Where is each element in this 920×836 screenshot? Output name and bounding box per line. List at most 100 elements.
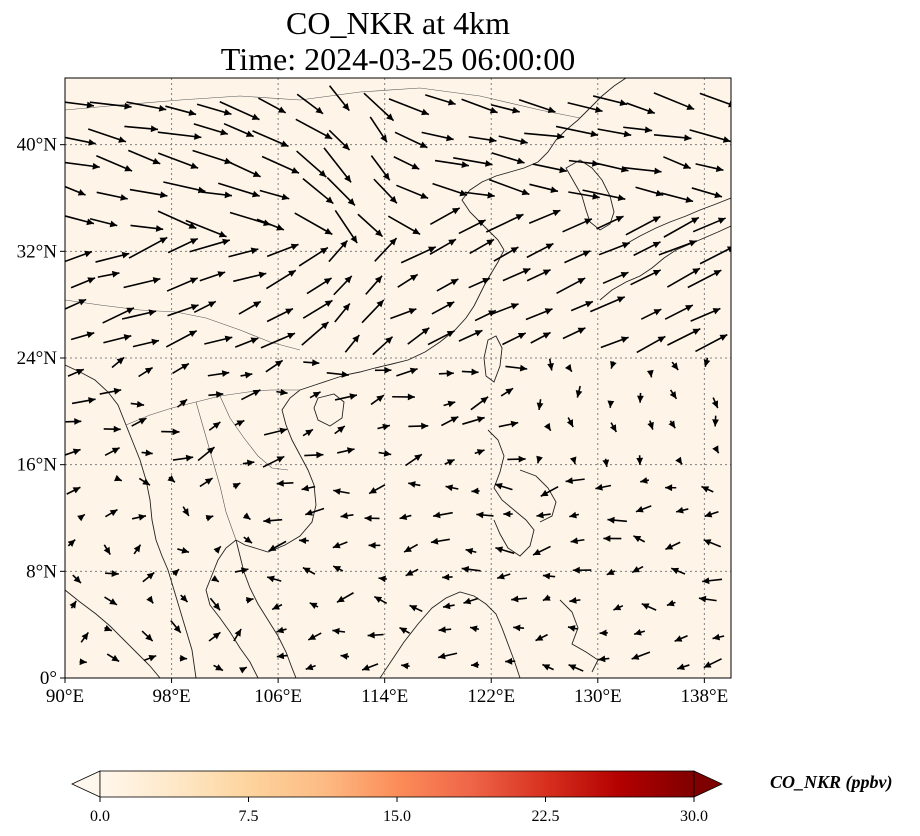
wind-arrow <box>103 334 132 344</box>
wind-arrow <box>664 304 694 320</box>
lat-tick-label: 16°N <box>17 455 58 476</box>
wind-arrow <box>427 330 455 346</box>
wind-arrow <box>625 215 661 236</box>
wind-arrow <box>453 157 493 167</box>
wind-arrow <box>535 633 548 642</box>
wind-arrow <box>252 130 289 148</box>
lat-tick-label: 8°N <box>26 561 57 582</box>
wind-arrow <box>130 224 164 232</box>
wind-arrow <box>106 653 120 663</box>
wind-arrow <box>172 454 194 462</box>
wind-arrow <box>653 133 692 142</box>
wind-arrow <box>470 396 489 411</box>
wind-arrow <box>157 152 199 169</box>
wind-arrow <box>518 98 556 113</box>
wind-arrow <box>131 417 147 427</box>
wind-arrow <box>505 364 528 372</box>
wind-arrow <box>364 514 380 522</box>
wind-arrow <box>304 451 324 459</box>
wind-arrow <box>687 269 722 289</box>
wind-arrow <box>239 666 248 674</box>
wind-arrow <box>568 664 584 672</box>
wind-arrow <box>323 147 352 183</box>
wind-arrow <box>670 567 686 575</box>
wind-arrow <box>674 634 688 643</box>
wind-arrow <box>712 633 725 641</box>
wind-arrow <box>536 511 551 519</box>
wind-arrow <box>485 213 524 233</box>
wind-arrow <box>599 629 608 637</box>
wind-arrow <box>177 547 190 554</box>
wind-arrow <box>328 85 350 112</box>
wind-arrow <box>596 215 624 230</box>
wind-arrow <box>671 361 679 371</box>
lon-tick-label: 90°E <box>46 686 84 707</box>
wind-arrow <box>675 506 689 514</box>
wind-arrow <box>127 149 161 165</box>
wind-arrow <box>185 219 227 238</box>
wind-arrow <box>458 219 486 235</box>
wind-arrow <box>176 398 188 408</box>
wind-arrow <box>276 652 288 660</box>
wind-arrow <box>77 513 86 522</box>
wind-arrow <box>171 568 180 577</box>
wind-arrow <box>326 177 356 207</box>
wind-arrow <box>495 546 515 555</box>
wind-arrow <box>494 483 513 491</box>
wind-arrow <box>526 268 551 282</box>
wind-arrow <box>228 247 259 258</box>
wind-arrow <box>199 477 214 488</box>
colorbar-label: CO_NKR (ppbv) <box>770 772 893 793</box>
wind-arrow <box>334 393 358 401</box>
wind-arrow <box>570 300 594 312</box>
wind-arrow <box>564 363 573 373</box>
wind-arrow <box>243 536 253 544</box>
wind-arrow <box>363 92 395 122</box>
map-title-time: Time: 2024-03-25 06:00:00 <box>220 41 576 77</box>
wind-arrow <box>242 512 251 521</box>
wind-arrow <box>294 212 333 236</box>
wind-arrow <box>566 417 574 428</box>
wind-arrow <box>65 298 87 310</box>
wind-arrow <box>568 191 600 200</box>
wind-arrow <box>699 246 731 265</box>
wind-arrow <box>167 304 199 317</box>
wind-arrow <box>334 425 346 435</box>
wind-arrow <box>258 97 287 114</box>
wind-arrow <box>328 129 351 151</box>
wind-arrow <box>668 420 676 429</box>
wind-arrow <box>711 397 719 409</box>
wind-arrow <box>469 625 480 633</box>
lon-tick-label: 122°E <box>467 686 515 707</box>
wind-arrow <box>408 422 429 430</box>
wind-arrow <box>340 512 354 520</box>
wind-arrow <box>373 595 388 605</box>
wind-arrow <box>532 163 567 174</box>
wind-arrow <box>128 236 168 259</box>
colorbar-tick-label: 0.0 <box>90 808 110 825</box>
wind-arrow <box>704 510 719 518</box>
wind-arrow <box>370 394 385 406</box>
wind-arrow <box>142 571 155 583</box>
wind-arrow <box>408 481 421 488</box>
lat-tick-label: 24°N <box>17 348 58 369</box>
wind-arrow <box>607 400 615 408</box>
wind-arrow <box>429 207 461 225</box>
wind-arrow <box>429 238 457 255</box>
wind-arrow <box>660 192 694 203</box>
wind-arrow <box>336 592 354 603</box>
wind-arrow <box>461 98 498 114</box>
wind-arrow <box>238 300 262 315</box>
wind-arrow <box>703 658 722 669</box>
wind-arrow <box>432 511 453 519</box>
wind-arrow <box>234 337 259 348</box>
wind-arrow <box>613 603 624 611</box>
wind-arrow <box>357 213 384 238</box>
wind-arrow <box>99 387 122 395</box>
wind-arrow <box>511 595 528 603</box>
wind-arrow <box>196 103 232 116</box>
wind-arrow <box>213 545 222 554</box>
wind-arrow <box>377 423 391 431</box>
wind-arrow <box>425 94 456 106</box>
lon-tick-label: 130°E <box>574 686 622 707</box>
